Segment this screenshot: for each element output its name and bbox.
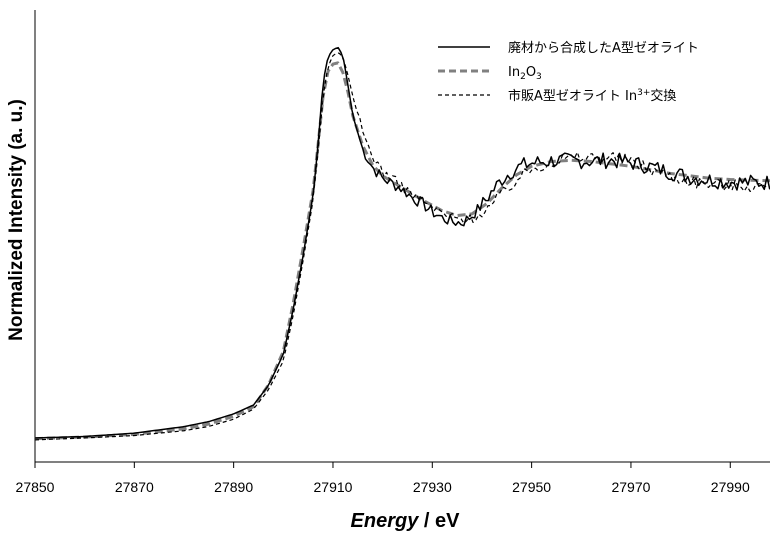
x-tick-label: 27950 xyxy=(512,479,551,495)
x-tick-label: 27890 xyxy=(214,479,253,495)
x-ticks: 27850 27870 27890 27910 27930 27950 27970 27990 xyxy=(16,462,750,495)
legend-label-series-3-base: 市販A型ゼオライト In xyxy=(508,88,637,104)
legend-label-series-2-mid: O xyxy=(526,65,536,80)
legend-label-series-2-base: In xyxy=(508,65,520,80)
legend-label-series-3-sup: 3+ xyxy=(637,88,650,98)
legend: 廃材から合成したA型ゼオライト In2O3 市販A型ゼオライト In3+交換 xyxy=(438,40,699,104)
y-axis-title: Normalized Intensity (a. u.) xyxy=(6,99,27,341)
series-line-1 xyxy=(34,46,770,439)
series-line-3 xyxy=(34,52,769,441)
legend-label-series-2-sub2: 3 xyxy=(536,72,542,82)
legend-label-series-3: 市販A型ゼオライト In3+交換 xyxy=(508,88,676,104)
legend-label-series-3-rest: 交換 xyxy=(650,88,676,104)
plot-frame xyxy=(34,10,770,463)
x-axis-title-em: Energy xyxy=(351,510,420,532)
x-tick-label: 27990 xyxy=(711,479,750,495)
legend-label-series-2-sub1: 2 xyxy=(520,72,526,82)
x-axis-title: Energy / eV xyxy=(351,510,461,532)
x-tick-label: 27870 xyxy=(115,479,154,495)
legend-label-series-2: In2O3 xyxy=(508,65,542,82)
x-tick-label: 27970 xyxy=(611,479,650,495)
series-line-2 xyxy=(34,61,770,441)
series-layer xyxy=(34,46,770,441)
x-tick-label: 27850 xyxy=(16,479,55,495)
legend-label-series-1: 廃材から合成したA型ゼオライト xyxy=(508,40,699,56)
x-tick-label: 27910 xyxy=(314,479,353,495)
x-axis-title-rest: / eV xyxy=(418,510,460,532)
x-tick-label: 27930 xyxy=(413,479,452,495)
